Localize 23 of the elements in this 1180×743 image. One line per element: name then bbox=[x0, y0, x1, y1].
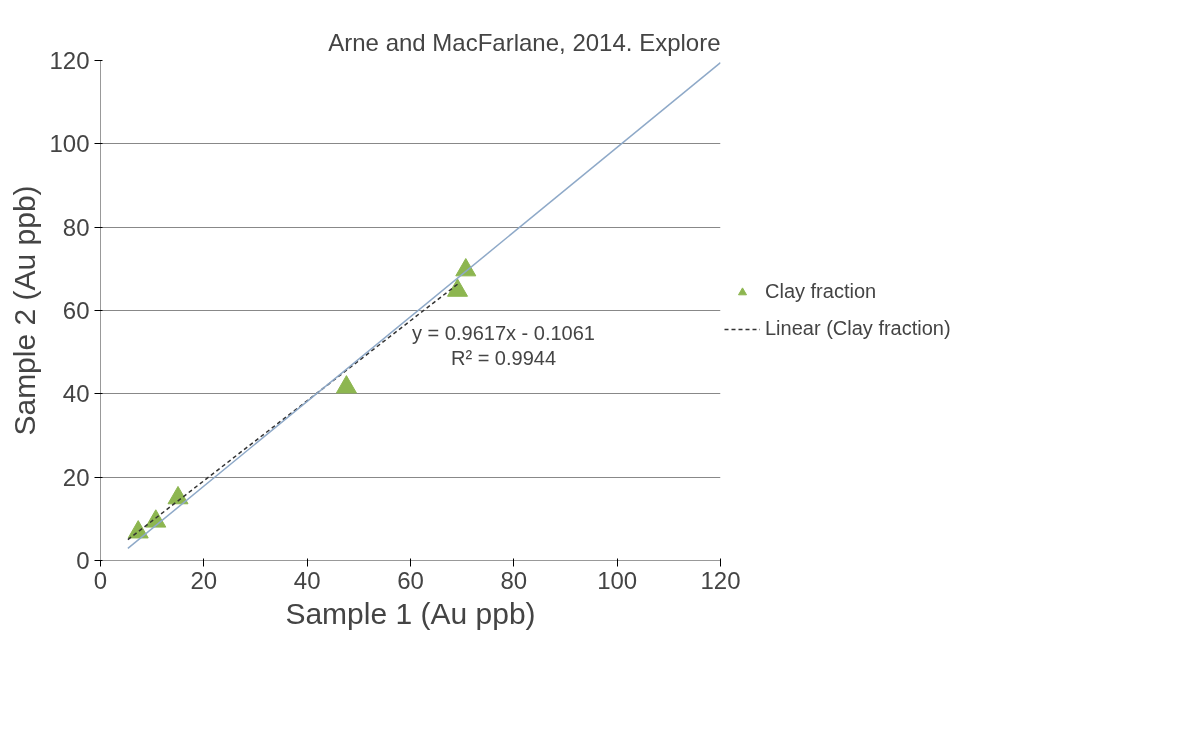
chart-title: Arne and MacFarlane, 2014. Explore bbox=[328, 28, 721, 56]
y-tick-label: 60 bbox=[62, 297, 90, 324]
y-axis-title: Sample 2 (Au ppb) bbox=[8, 185, 42, 436]
x-tick-label: 60 bbox=[397, 566, 424, 594]
x-tick-label: 20 bbox=[190, 566, 218, 594]
legend-label: Linear (Clay fraction) bbox=[765, 317, 951, 340]
x-tick-label: 80 bbox=[500, 566, 528, 594]
y-tick-label: 0 bbox=[76, 547, 90, 574]
y-tick-label: 120 bbox=[49, 47, 90, 74]
y-tick-label: 100 bbox=[49, 130, 90, 158]
x-tick-label: 120 bbox=[700, 566, 741, 594]
y-tick-label: 80 bbox=[62, 213, 90, 241]
annotation: R² = 0.9944 bbox=[450, 346, 557, 369]
legend-label: Clay fraction bbox=[765, 280, 877, 303]
x-tick-label: 0 bbox=[93, 566, 108, 594]
y-tick-label: 20 bbox=[62, 463, 90, 491]
x-axis-title: Sample 1 (Au ppb) bbox=[285, 596, 536, 630]
y-tick-label: 40 bbox=[62, 380, 90, 408]
x-tick-label: 40 bbox=[293, 566, 321, 594]
point bbox=[335, 375, 357, 394]
annotation: y = 0.9617x - 0.1061 bbox=[412, 321, 595, 344]
point bbox=[447, 278, 469, 297]
x-tick-label: 100 bbox=[597, 566, 638, 594]
